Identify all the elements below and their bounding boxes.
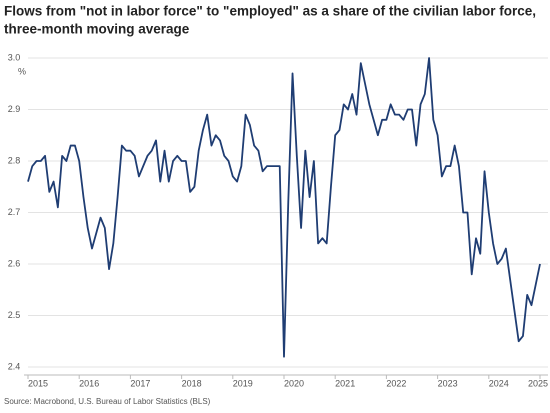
x-tick-label: 2024 xyxy=(489,378,509,388)
source: Source: Macrobond, U.S. Bureau of Labor … xyxy=(4,397,211,406)
x-tick-label: 2018 xyxy=(182,378,202,388)
x-tick-label: 2015 xyxy=(28,378,48,388)
y-tick-label: 2.8 xyxy=(8,155,21,165)
y-unit: % xyxy=(18,66,26,76)
x-tick-label: 2025 xyxy=(528,378,548,388)
y-tick-label: 2.4 xyxy=(8,361,21,371)
x-tick-label: 2017 xyxy=(130,378,150,388)
data-line xyxy=(27,57,541,358)
x-tick-label: 2022 xyxy=(386,378,406,388)
y-tick-label: 2.6 xyxy=(8,258,21,268)
y-tick-label: 2.5 xyxy=(8,310,21,320)
x-tick-label: 2019 xyxy=(233,378,253,388)
x-tick-label: 2023 xyxy=(438,378,458,388)
x-tick-label: 2021 xyxy=(335,378,355,388)
y-tick-label: 2.7 xyxy=(8,207,21,217)
x-tick-label: 2020 xyxy=(284,378,304,388)
x-tick-label: 2016 xyxy=(79,378,99,388)
y-tick-label: 3.0 xyxy=(8,52,21,62)
chart-title: Flows from "not in labor force" to "empl… xyxy=(4,4,536,19)
y-tick-label: 2.9 xyxy=(8,104,21,114)
chart-subtitle: three-month moving average xyxy=(4,22,190,37)
